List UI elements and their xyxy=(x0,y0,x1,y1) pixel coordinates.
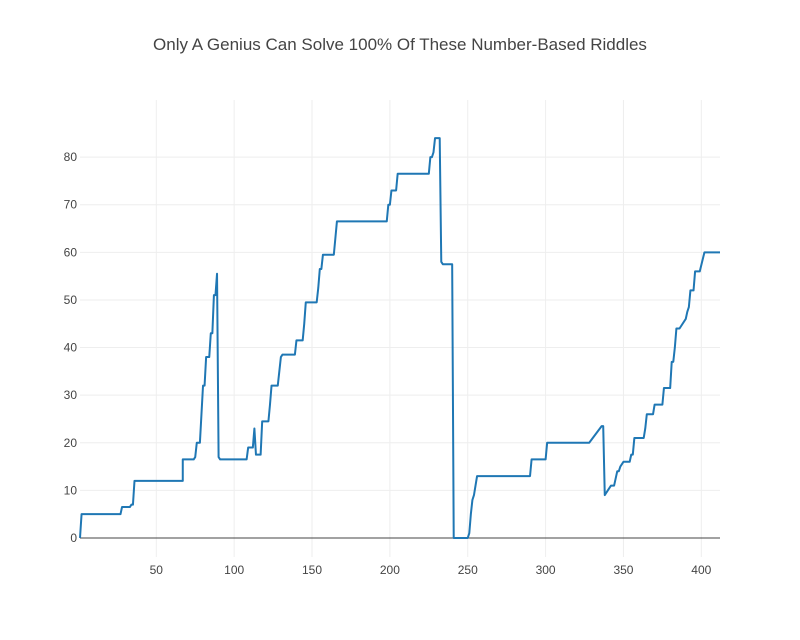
y-tick-label: 10 xyxy=(64,483,78,497)
y-gridlines xyxy=(80,156,720,491)
x-tick-label: 350 xyxy=(613,563,633,577)
x-gridlines xyxy=(155,100,702,557)
x-tick-label: 400 xyxy=(691,563,711,577)
y-axis-ticks: 0 10 20 30 40 50 60 70 80 xyxy=(64,150,78,545)
y-tick-label: 60 xyxy=(64,245,78,259)
y-tick-label: 80 xyxy=(64,150,78,164)
x-tick-label: 50 xyxy=(150,563,164,577)
x-tick-label: 100 xyxy=(224,563,244,577)
x-tick-label: 200 xyxy=(380,563,400,577)
x-tick-label: 250 xyxy=(458,563,478,577)
y-tick-label: 50 xyxy=(64,293,78,307)
series-group xyxy=(79,137,720,539)
y-tick-label: 20 xyxy=(64,436,78,450)
x-tick-label: 300 xyxy=(536,563,556,577)
x-tick-label: 150 xyxy=(302,563,322,577)
y-tick-label: 30 xyxy=(64,388,78,402)
y-tick-label: 0 xyxy=(70,531,77,545)
x-axis-ticks: 50 100 150 200 250 300 350 400 xyxy=(150,563,712,577)
series-line-0 xyxy=(79,137,720,539)
chart-title: Only A Genius Can Solve 100% Of These Nu… xyxy=(153,35,647,54)
y-tick-label: 70 xyxy=(64,198,78,212)
y-tick-label: 40 xyxy=(64,341,78,355)
